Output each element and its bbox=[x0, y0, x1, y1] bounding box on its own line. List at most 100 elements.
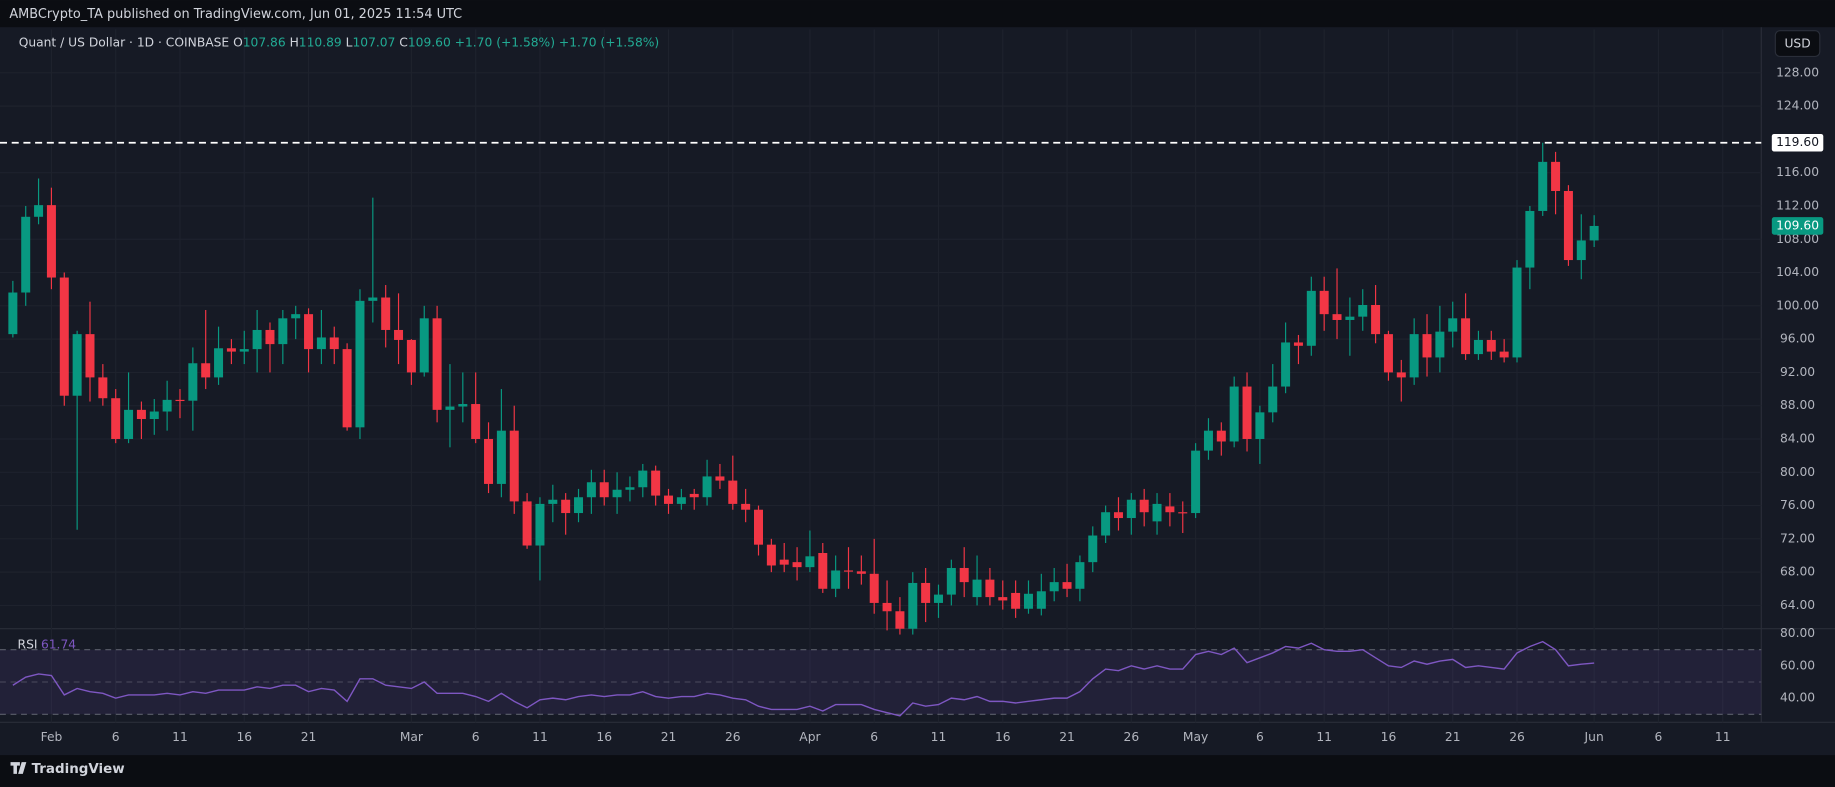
candle-body bbox=[239, 349, 249, 352]
candle-body bbox=[445, 406, 455, 410]
candle-body bbox=[1255, 412, 1265, 439]
candle-body bbox=[1126, 499, 1136, 519]
x-tick-label: 6 bbox=[1256, 730, 1264, 744]
candle-body bbox=[1306, 290, 1316, 346]
y-tick-label: 116.00 bbox=[1776, 165, 1819, 179]
footer-logo bbox=[10, 762, 27, 774]
last-price-label: 109.60 bbox=[1776, 218, 1819, 232]
candle-body bbox=[21, 216, 31, 293]
candle-body bbox=[1268, 386, 1278, 413]
x-tick-label: 26 bbox=[725, 730, 741, 744]
x-tick-label: 26 bbox=[1124, 730, 1140, 744]
legend-value: 109.60 bbox=[408, 35, 451, 49]
candle-body bbox=[535, 503, 545, 546]
legend-value: 107.07 bbox=[352, 35, 395, 49]
y-tick-label: 72.00 bbox=[1780, 531, 1815, 545]
candle-body bbox=[869, 573, 879, 603]
rsi-title: RSI bbox=[18, 638, 38, 652]
y-tick-label: 124.00 bbox=[1776, 99, 1819, 113]
candle-body bbox=[908, 582, 918, 629]
candle-body bbox=[111, 398, 121, 439]
candle-body bbox=[638, 470, 648, 488]
candle-body bbox=[419, 318, 429, 373]
candle-body bbox=[1448, 318, 1458, 332]
x-tick-label: 16 bbox=[236, 730, 252, 744]
candle-body bbox=[214, 348, 224, 378]
candle-body bbox=[278, 318, 288, 345]
candle-body bbox=[1191, 450, 1201, 514]
legend-value: 107.86 bbox=[243, 35, 286, 49]
candle-body bbox=[1409, 334, 1419, 378]
rsi-line bbox=[12, 640, 1595, 717]
y-tick-label: 40.00 bbox=[1780, 691, 1815, 705]
candle-body bbox=[291, 314, 301, 319]
x-tick-label: 16 bbox=[995, 730, 1011, 744]
candle-body bbox=[201, 363, 211, 378]
candle-body bbox=[316, 337, 326, 350]
x-tick-label: Mar bbox=[400, 730, 424, 744]
legend-label: O bbox=[233, 35, 243, 49]
y-tick-label: 96.00 bbox=[1780, 332, 1815, 346]
candle-body bbox=[458, 404, 468, 407]
candle-body bbox=[895, 611, 905, 629]
candle-body bbox=[625, 487, 635, 490]
rsi-value: 61.74 bbox=[41, 638, 76, 652]
candle-body bbox=[1101, 512, 1111, 536]
candle-body bbox=[1486, 339, 1496, 352]
last-price-tag bbox=[1771, 217, 1824, 235]
candle-body bbox=[882, 602, 892, 612]
y-tick-label: 80.00 bbox=[1780, 626, 1815, 640]
y-tick-label: 68.00 bbox=[1780, 565, 1815, 579]
candle-body bbox=[1371, 305, 1381, 335]
candle-body bbox=[702, 476, 712, 498]
legend-change: +1.70 (+1.58%) bbox=[559, 35, 659, 49]
candle-body bbox=[1383, 334, 1393, 373]
x-tick-label: 11 bbox=[172, 730, 188, 744]
candle-body bbox=[972, 579, 982, 598]
x-tick-label: 16 bbox=[1381, 730, 1397, 744]
candle-body bbox=[985, 579, 995, 598]
candle-body bbox=[946, 567, 956, 595]
candle-body bbox=[1473, 339, 1483, 355]
y-tick-label: 92.00 bbox=[1780, 365, 1815, 379]
x-tick-label: 6 bbox=[472, 730, 480, 744]
candle-body bbox=[651, 470, 661, 496]
candle-body bbox=[856, 571, 866, 574]
x-tick-label: 16 bbox=[596, 730, 612, 744]
candle-body bbox=[715, 476, 725, 481]
x-tick-label: Jun bbox=[1584, 730, 1604, 744]
candle-body bbox=[959, 567, 969, 583]
candle-body bbox=[226, 348, 236, 352]
y-tick-label: 100.00 bbox=[1776, 298, 1819, 312]
candle-body bbox=[754, 509, 764, 545]
candle-body bbox=[599, 482, 609, 498]
candle-body bbox=[1435, 331, 1445, 358]
candle-body bbox=[1589, 225, 1599, 241]
currency-button[interactable] bbox=[1774, 30, 1821, 58]
candle-body bbox=[252, 329, 262, 350]
candle-body bbox=[1512, 267, 1522, 358]
candle-body bbox=[72, 334, 82, 396]
x-tick-label: May bbox=[1183, 730, 1208, 744]
price-tag-label: 119.60 bbox=[1776, 135, 1819, 149]
candle-body bbox=[1422, 334, 1432, 358]
candle-body bbox=[59, 277, 69, 396]
candle-body bbox=[1011, 592, 1021, 609]
candle-body bbox=[484, 438, 494, 484]
y-tick-label: 128.00 bbox=[1776, 65, 1819, 79]
rsi-band bbox=[0, 649, 1762, 715]
plot-layer: Feb 6 11 16 21 Mar 6 11 16 21 26 Apr 6 11 16 21 26 May 6 11… bbox=[0, 29, 1824, 744]
candle-body bbox=[1036, 591, 1046, 609]
currency-label[interactable]: USD bbox=[1784, 37, 1810, 51]
candle-body bbox=[1203, 430, 1213, 451]
candle-body bbox=[1396, 372, 1406, 378]
candle-body bbox=[368, 297, 378, 301]
candle-body bbox=[1358, 305, 1368, 317]
candle-body bbox=[162, 399, 172, 412]
candle-body bbox=[1281, 342, 1291, 387]
candle-body bbox=[689, 493, 699, 498]
x-tick-label: 6 bbox=[1655, 730, 1663, 744]
publisher: AMBCrypto_TA published on TradingView.co… bbox=[9, 7, 462, 22]
x-tick-label: 26 bbox=[1509, 730, 1525, 744]
